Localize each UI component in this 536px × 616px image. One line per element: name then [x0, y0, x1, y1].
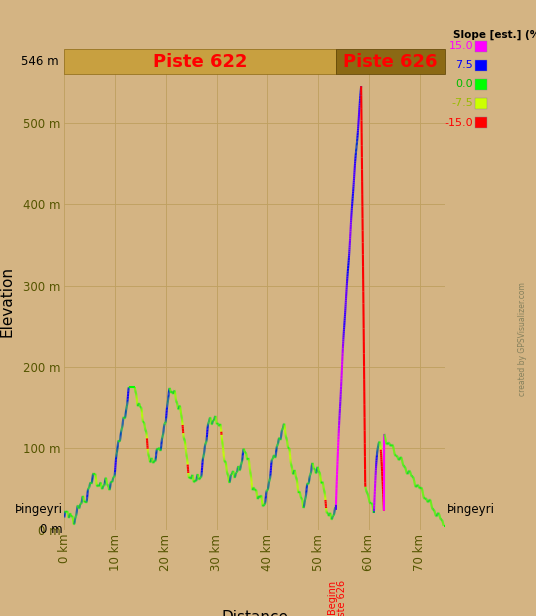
Text: created by GPSVisualizer.com: created by GPSVisualizer.com	[518, 282, 527, 395]
Text: 0 m: 0 m	[40, 523, 62, 537]
X-axis label: Distance: Distance	[221, 610, 288, 616]
Text: -15.0: -15.0	[445, 118, 473, 128]
Text: 0.0: 0.0	[456, 79, 473, 89]
Text: Slope [est.] (%): Slope [est.] (%)	[453, 30, 536, 40]
Text: Beginn: Beginn	[327, 580, 337, 614]
Text: 7.5: 7.5	[456, 60, 473, 70]
Y-axis label: Elevation: Elevation	[0, 266, 14, 338]
Text: -7.5: -7.5	[451, 99, 473, 108]
Text: Piste 626: Piste 626	[343, 52, 437, 71]
Text: Piste 622: Piste 622	[153, 52, 247, 71]
Text: Þingeyri: Þingeyri	[14, 503, 62, 516]
Text: Þingeyri: Þingeyri	[447, 503, 495, 516]
Text: 15.0: 15.0	[449, 41, 473, 51]
Text: 546 m: 546 m	[21, 55, 59, 68]
Text: Piste 626: Piste 626	[337, 580, 347, 616]
